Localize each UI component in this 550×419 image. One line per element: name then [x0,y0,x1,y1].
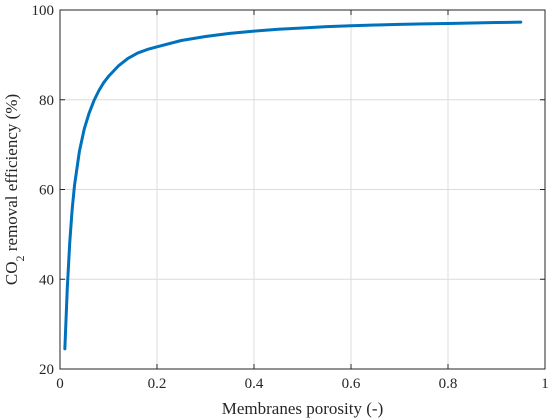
y-tick-label: 60 [39,183,54,199]
x-tick-label: 0.4 [245,376,264,392]
x-tick-label: 1 [541,376,549,392]
x-axis-title: Membranes porosity (-) [222,399,383,418]
series-layer [63,20,523,351]
x-tick-label: 0 [56,376,64,392]
y-tick-label: 100 [32,3,55,19]
y-tick-label: 40 [39,272,54,288]
grid-lines [60,10,545,369]
x-tick-label: 0.8 [439,376,458,392]
y-axis-title-post: removal efficiency (%) [2,94,21,256]
series-line-0 [63,20,523,351]
y-tick-label: 80 [39,93,54,109]
y-tick-label: 20 [39,362,54,378]
y-axis-title-pre: CO [2,261,21,285]
x-tick-label: 0.6 [342,376,361,392]
y-axis-title-sub: 2 [13,255,27,261]
x-tick-label: 0.2 [148,376,167,392]
axis-ticks: 0 0.2 0.4 0.6 0.8 1 20 40 60 80 100 [32,3,549,392]
y-axis-title: CO2 removal efficiency (%) [2,94,27,285]
